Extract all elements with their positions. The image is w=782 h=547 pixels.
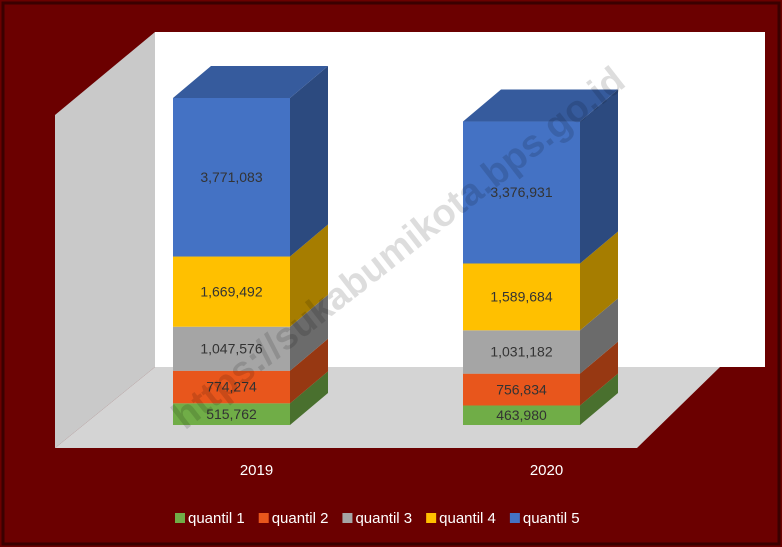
data-label: 1,031,182 [490,344,552,360]
legend-label: quantil 2 [272,510,329,527]
legend-swatch [258,513,269,523]
legend-swatch [175,513,185,523]
bar-top [463,89,618,122]
floor [55,367,720,448]
data-label: 515,762 [206,406,257,422]
data-label: 463,980 [496,407,547,423]
legend-swatch [426,513,437,523]
data-label: 1,047,576 [200,340,262,356]
bar [173,403,290,425]
bar-side [290,371,328,425]
side-wall [55,32,155,448]
legend-swatch [509,513,520,523]
data-label: 1,589,684 [490,289,552,305]
legend-label: quantil 3 [355,510,412,527]
bar-top [173,66,328,98]
x-tick-label: 2019 [240,462,273,479]
legend-swatch [342,513,353,523]
bar [173,256,290,327]
bar-side [580,89,618,264]
data-label: 756,834 [496,381,547,397]
bar-side [580,298,618,374]
legend-label: quantil 1 [188,510,245,527]
bar [173,98,290,257]
data-label: 1,669,492 [200,283,262,299]
bar-side [290,294,328,371]
bar [173,326,290,371]
bar [463,263,580,331]
bar [463,121,580,264]
bar-side [290,224,328,327]
legend-label: quantil 4 [439,510,496,527]
x-tick-label: 2020 [530,462,563,479]
data-label: 3,771,083 [200,169,262,185]
bar-side [580,231,618,331]
legend: quantil 1 quantil 2 quantil 3 quantil 4 quan… [175,510,580,527]
bars: 515,762 774,274 1,047,576 1,669,492 3,771,08… [173,66,618,425]
bar [463,330,580,374]
bar-side [290,338,328,404]
bar [463,373,580,406]
bar-side [580,373,618,425]
bar-side [580,341,618,406]
bar [463,405,580,425]
bar-side [290,66,328,257]
bar [173,370,290,404]
data-label: 774,274 [206,379,257,395]
legend-label: quantil 5 [523,510,580,527]
data-label: 3,376,931 [490,184,552,200]
